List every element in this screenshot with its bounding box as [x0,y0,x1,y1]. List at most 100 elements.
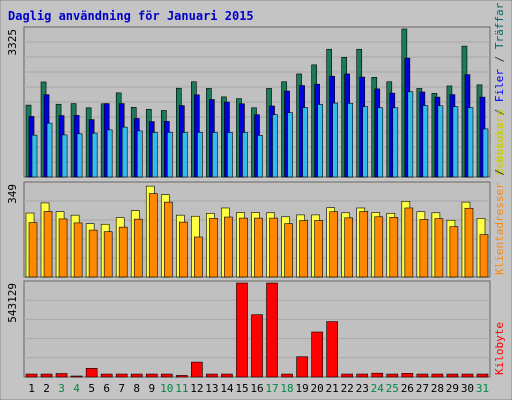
x-tick-label: 8 [133,382,140,395]
bar-klientadresser-day-undefined [269,217,278,278]
x-tick-label: 23 [356,382,369,395]
y-axis-legend-label: Kilobyte [493,322,506,375]
bar-beskare-day-19 [302,107,308,178]
bar-kilobyte-day-undefined [206,373,218,378]
x-tick-label: 19 [295,382,308,395]
bar-kilobyte-day-undefined [236,282,248,378]
bar-klientadresser-day-undefined [314,220,323,278]
panel-clients-visits: 349 Klientadresser / Besökare [6,109,506,278]
bar-kilobyte-day-undefined [160,373,173,378]
bar-beskare-day-7 [121,126,128,178]
bar-beskare-day-30 [467,107,474,178]
bar-klientadresser-day-undefined [133,218,143,278]
bar-klientadresser-day-undefined [73,222,83,278]
bar-beskare-day-1 [31,134,38,178]
x-tick-label: 17 [265,382,278,395]
x-tick-label: 13 [205,382,218,395]
x-tick-label: 1 [28,382,35,395]
bar-kilobyte-day-undefined [431,373,444,378]
bar-kilobyte-day-undefined [145,373,158,378]
bar-kilobyte-day-undefined [356,373,369,378]
bar-klientadresser-day-undefined [359,211,369,278]
x-tick-label: 21 [326,382,339,395]
y-axis-legend-part: Filer [493,69,506,102]
bar-klientadresser-day-undefined [464,207,474,278]
x-tick-label: 7 [118,382,125,395]
bar-klientadresser-day-undefined [329,211,338,278]
x-tick-label: 22 [341,382,354,395]
bar-beskare-day-3 [61,134,68,178]
x-tick-label: 28 [431,382,444,395]
bar-beskare-day-29 [452,106,459,178]
bar-klientadresser-day-undefined [239,217,248,278]
x-tick-label: 31 [476,382,489,395]
x-tick-label: 26 [401,382,414,395]
bar-beskare-day-22 [347,103,354,178]
bar-beskare-day-24 [377,107,384,178]
y-axis-legend-part: Kilobyte [493,322,506,375]
bar-klientadresser-day-undefined [419,219,429,278]
y-axis-legend-part: Klientadresser [493,182,506,275]
panel-kilobytes: 543129 Kilobyte [6,280,506,378]
bar-kilobyte-day-undefined [70,375,83,378]
bar-kilobyte-day-undefined [371,372,384,378]
bar-klientadresser-day-undefined [28,222,38,278]
bar-klientadresser-day-undefined [299,220,308,278]
bar-kilobyte-day-undefined [476,373,489,378]
bar-kilobyte-day-undefined [386,373,399,378]
bar-kilobyte-day-undefined [25,373,38,378]
y-axis-legend-part: Träffar [493,2,506,49]
x-tick-label: 4 [73,382,80,395]
bar-klientadresser-day-undefined [58,218,68,278]
bar-kilobyte-day-undefined [115,373,128,378]
y-axis-legend-label: Besökare / Filer / Träffar [493,2,506,175]
x-tick-label: 27 [416,382,429,395]
bar-kilobyte-day-undefined [191,361,203,378]
x-tick-label: 25 [386,382,399,395]
bar-kilobyte-day-undefined [326,321,338,378]
y-max-label: 3325 [6,29,19,56]
bar-klientadresser-day-undefined [449,226,459,278]
bar-kilobyte-day-undefined [296,356,308,378]
bar-kilobyte-day-undefined [461,373,474,378]
x-tick-label: 18 [280,382,293,395]
bar-kilobyte-day-undefined [341,373,354,378]
bar-kilobyte-day-undefined [446,373,459,378]
bar-beskare-day-25 [392,107,399,178]
bar-klientadresser-day-undefined [103,231,113,278]
bar-beskare-day-12 [197,131,203,178]
y-axis-legend-part: / [493,49,506,69]
x-tick-label: 14 [220,382,234,395]
x-tick-label: 29 [446,382,459,395]
bar-klientadresser-day-undefined [209,218,218,278]
y-axis-legend-label: Klientadresser / Besökare [493,109,506,275]
y-axis-legend-part: Besökare [493,109,506,162]
bar-beskare-day-4 [76,133,83,178]
x-tick-label: 2 [43,382,50,395]
x-tick-label: 6 [103,382,110,395]
bar-kilobyte-day-undefined [281,373,293,378]
bar-beskare-day-2 [46,122,53,178]
bar-beskare-day-23 [362,106,369,178]
bar-kilobyte-day-undefined [251,314,263,378]
x-tick-label: 12 [190,382,203,395]
bar-beskare-day-13 [212,132,218,178]
bar-kilobyte-day-undefined [311,331,323,378]
y-axis-legend-part: / [493,162,506,182]
bar-beskare-day-9 [151,132,158,178]
x-tick-label: 15 [235,382,248,395]
bar-beskare-day-6 [106,129,113,178]
x-tick-label: 20 [311,382,324,395]
bar-beskare-day-5 [91,132,98,178]
bar-klientadresser-day-undefined [374,216,384,278]
bar-klientadresser-day-undefined [344,217,354,278]
bar-klientadresser-day-undefined [118,226,128,278]
bar-beskare-day-8 [136,130,143,178]
x-tick-label: 3 [58,382,65,395]
bar-beskare-day-18 [287,112,293,178]
x-tick-label: 10 [160,382,173,395]
bar-kilobyte-day-undefined [55,373,68,378]
bar-kilobyte-day-undefined [176,375,188,378]
y-max-label: 349 [6,184,19,204]
